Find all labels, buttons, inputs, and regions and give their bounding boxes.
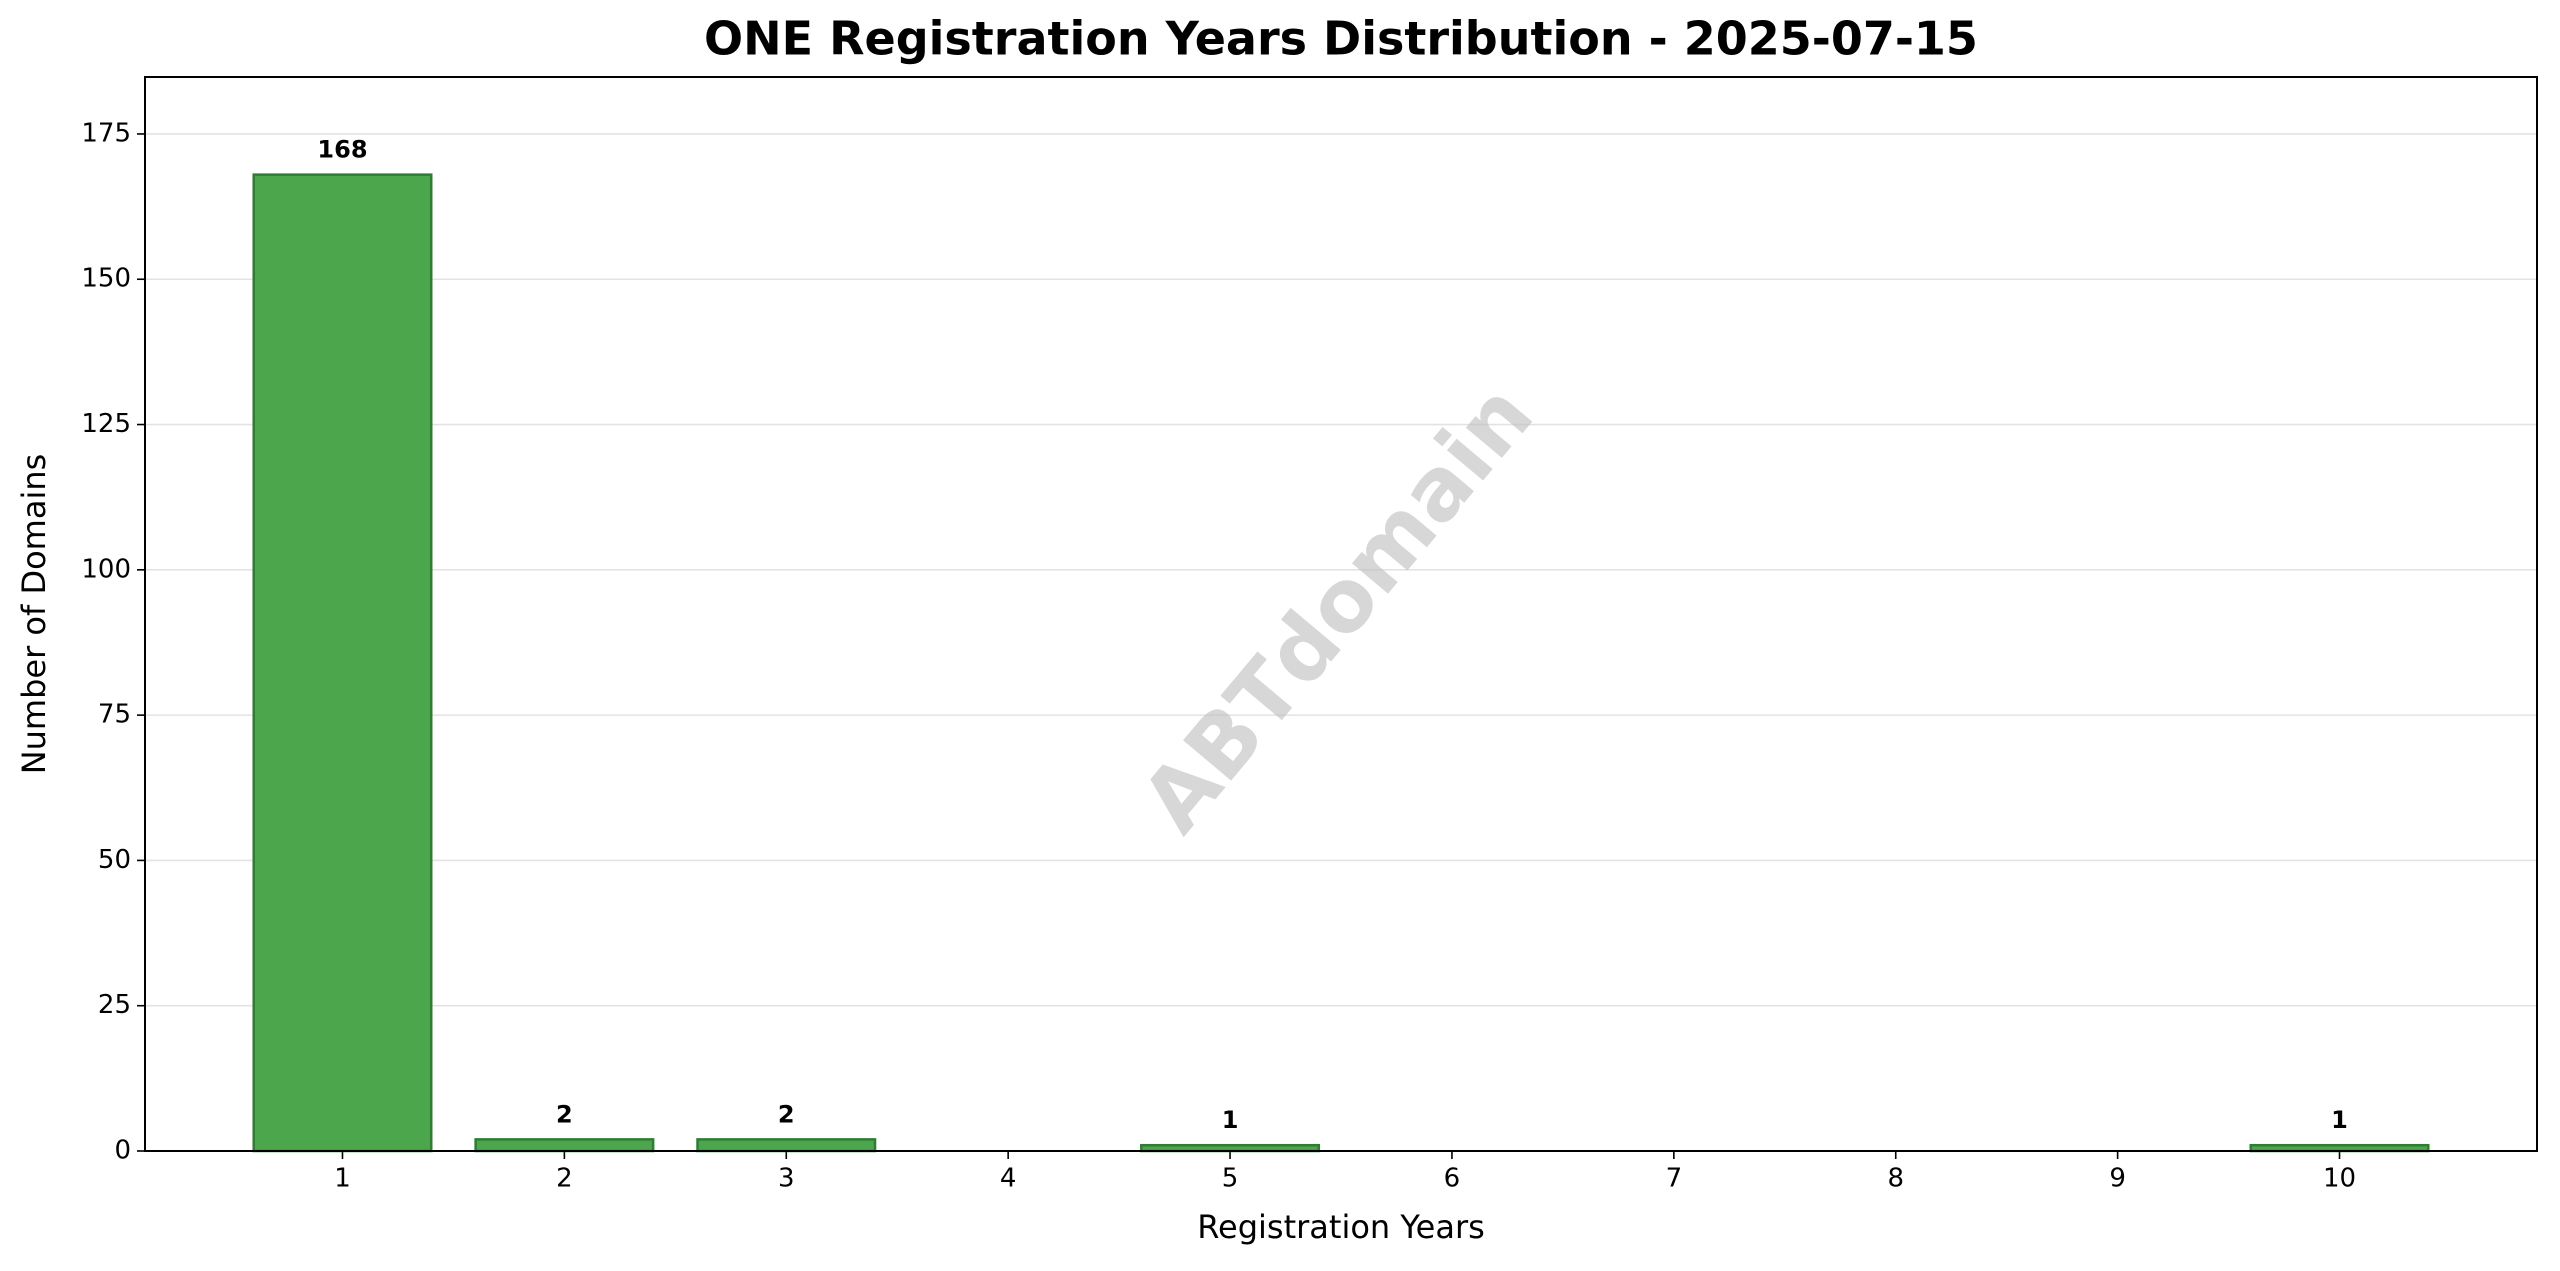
plot-area: 0 25 50 75 100 125 150 175 1 2 3 4 5 6 7 8 9 10 168 2 2 1 1 [81,118,2537,1194]
x-tick-label: 7 [1666,1164,1683,1194]
value-label: 1 [2331,1106,2348,1134]
y-tick-label: 75 [98,700,131,730]
x-tick-label: 5 [1222,1164,1239,1194]
chart-title: ONE Registration Years Distribution - 20… [704,12,1978,66]
bar [252,173,433,1153]
y-axis-label: Number of Domains [15,454,53,775]
x-axis-label: Registration Years [1197,1208,1485,1246]
y-tick-label: 100 [81,554,131,584]
x-tick-label: 10 [2323,1164,2356,1194]
x-tick-label: 1 [334,1164,351,1194]
value-label: 2 [556,1100,573,1128]
y-tick-label: 125 [81,409,131,439]
y-tick-label: 175 [81,118,131,148]
plot-frame [144,76,2538,1152]
watermark: ABTdomain [1123,366,1553,851]
value-label: 168 [317,136,367,164]
value-label: 2 [778,1100,795,1128]
y-tick-label: 50 [98,845,131,875]
x-tick-label: 3 [778,1164,795,1194]
y-tick-label: 25 [98,990,131,1020]
x-tick-label: 4 [1000,1164,1017,1194]
value-label: 1 [1222,1106,1239,1134]
y-tick-label: 150 [81,264,131,294]
x-tick-label: 9 [2109,1164,2126,1194]
bar [696,1138,877,1153]
x-tick-label: 6 [1444,1164,1461,1194]
x-tick-label: 8 [1887,1164,1904,1194]
x-tick-label: 2 [556,1164,573,1194]
y-tick-label: 0 [114,1136,131,1166]
bar [474,1138,655,1153]
